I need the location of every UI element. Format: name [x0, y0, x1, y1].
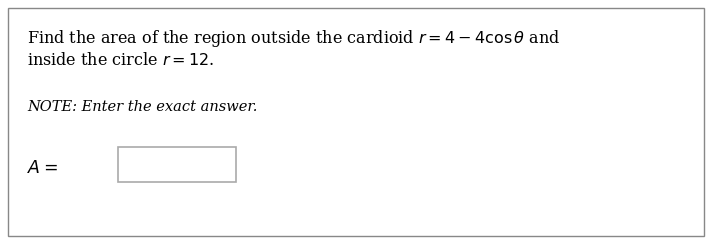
Text: NOTE: Enter the exact answer.: NOTE: Enter the exact answer. — [27, 100, 258, 114]
Text: $A =$: $A =$ — [27, 160, 58, 177]
Bar — [118, 147, 236, 182]
Text: inside the circle $r = 12$.: inside the circle $r = 12$. — [27, 52, 214, 69]
Text: Find the area of the region outside the cardioid $r = 4 - 4\cos\theta$ and: Find the area of the region outside the … — [27, 28, 560, 49]
